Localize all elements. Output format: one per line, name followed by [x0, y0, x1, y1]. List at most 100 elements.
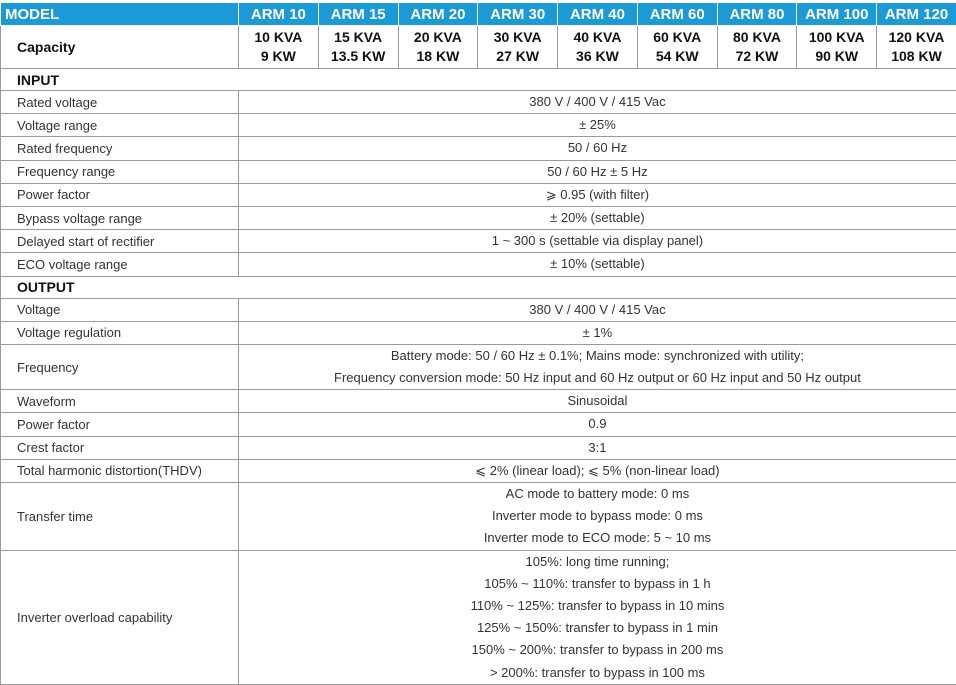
spec-line: ± 20% (settable): [239, 207, 956, 229]
capacity-value: 27 KW: [478, 47, 557, 66]
spec-label: Crest factor: [1, 436, 239, 459]
capacity-value: 9 KW: [239, 47, 318, 66]
spec-line: 50 / 60 Hz ± 5 Hz: [239, 161, 956, 183]
spec-line: ± 25%: [239, 114, 956, 136]
spec-label: Voltage: [1, 298, 239, 321]
spec-row: Voltage regulation± 1%: [1, 321, 956, 344]
spec-line: 380 V / 400 V / 415 Vac: [239, 91, 956, 113]
spec-row: Bypass voltage range± 20% (settable): [1, 206, 956, 229]
spec-label: Rated voltage: [1, 91, 239, 114]
capacity-value: 72 KW: [718, 47, 797, 66]
spec-value: 50 / 60 Hz: [239, 137, 956, 160]
section-title: OUTPUT: [1, 276, 956, 298]
spec-label: Frequency: [1, 344, 239, 389]
spec-line: 50 / 60 Hz: [239, 137, 956, 159]
spec-label: Inverter overload capability: [1, 550, 239, 684]
spec-label: Power factor: [1, 413, 239, 436]
spec-row: Total harmonic distortion(THDV)⩽ 2% (lin…: [1, 459, 956, 482]
capacity-value: 30 KVA: [478, 28, 557, 47]
capacity-value: 100 KVA: [797, 28, 876, 47]
spec-line: AC mode to battery mode: 0 ms: [239, 483, 956, 505]
capacity-value: 120 KVA: [877, 28, 956, 47]
spec-line: 150% ~ 200%: transfer to bypass in 200 m…: [239, 639, 956, 661]
spec-line: 110% ~ 125%: transfer to bypass in 10 mi…: [239, 595, 956, 617]
capacity-value: 18 KW: [399, 47, 478, 66]
spec-line: ⩾ 0.95 (with filter): [239, 184, 956, 206]
capacity-value: 15 KVA: [319, 28, 398, 47]
spec-value: 1 ~ 300 s (settable via display panel): [239, 230, 956, 253]
spec-label: Rated frequency: [1, 137, 239, 160]
spec-label: ECO voltage range: [1, 253, 239, 276]
capacity-value: 13.5 KW: [319, 47, 398, 66]
page: {"header":{"label":"MODEL","models":["AR…: [0, 2, 956, 671]
spec-label: Waveform: [1, 390, 239, 413]
section-row: INPUT: [1, 69, 956, 91]
model-name: ARM 40: [558, 3, 638, 26]
spec-label: Delayed start of rectifier: [1, 230, 239, 253]
model-name: ARM 20: [398, 3, 478, 26]
capacity-value: 36 KW: [558, 47, 637, 66]
spec-value: ± 10% (settable): [239, 253, 956, 276]
spec-label: Frequency range: [1, 160, 239, 183]
spec-line: 105% ~ 110%: transfer to bypass in 1 h: [239, 573, 956, 595]
capacity-value: 80 KVA: [718, 28, 797, 47]
spec-value: Battery mode: 50 / 60 Hz ± 0.1%; Mains m…: [239, 344, 956, 389]
section-row: OUTPUT: [1, 276, 956, 298]
capacity-value: 60 KVA: [638, 28, 717, 47]
capacity-value: 90 KW: [797, 47, 876, 66]
spec-line: ± 10% (settable): [239, 253, 956, 275]
spec-row: ECO voltage range± 10% (settable): [1, 253, 956, 276]
spec-line: 105%: long time running;: [239, 551, 956, 573]
spec-line: Battery mode: 50 / 60 Hz ± 0.1%; Mains m…: [239, 345, 956, 367]
spec-label: Bypass voltage range: [1, 206, 239, 229]
spec-value: ± 25%: [239, 114, 956, 137]
spec-line: 1 ~ 300 s (settable via display panel): [239, 230, 956, 252]
spec-value: Sinusoidal: [239, 390, 956, 413]
spec-value: 50 / 60 Hz ± 5 Hz: [239, 160, 956, 183]
model-name: ARM 30: [478, 3, 558, 26]
model-name: ARM 10: [239, 3, 319, 26]
spec-line: Frequency conversion mode: 50 Hz input a…: [239, 367, 956, 389]
capacity-value: 54 KW: [638, 47, 717, 66]
capacity-label: Capacity: [1, 26, 239, 69]
model-name: ARM 100: [797, 3, 877, 26]
model-name: ARM 80: [717, 3, 797, 26]
spec-label: Transfer time: [1, 483, 239, 551]
spec-line: ± 1%: [239, 322, 956, 344]
spec-value: 3:1: [239, 436, 956, 459]
spec-label: Voltage regulation: [1, 321, 239, 344]
spec-label: Total harmonic distortion(THDV): [1, 459, 239, 482]
section-title: INPUT: [1, 69, 956, 91]
spec-value: 0.9: [239, 413, 956, 436]
spec-label: Voltage range: [1, 114, 239, 137]
spec-line: Sinusoidal: [239, 390, 956, 412]
capacity-value: 10 KVA: [239, 28, 318, 47]
capacity-value: 20 KVA: [399, 28, 478, 47]
spec-line: 0.9: [239, 413, 956, 435]
spec-line: > 200%: transfer to bypass in 100 ms: [239, 662, 956, 684]
capacity-value: 40 KVA: [558, 28, 637, 47]
spec-label: Power factor: [1, 183, 239, 206]
model-name: ARM 60: [637, 3, 717, 26]
